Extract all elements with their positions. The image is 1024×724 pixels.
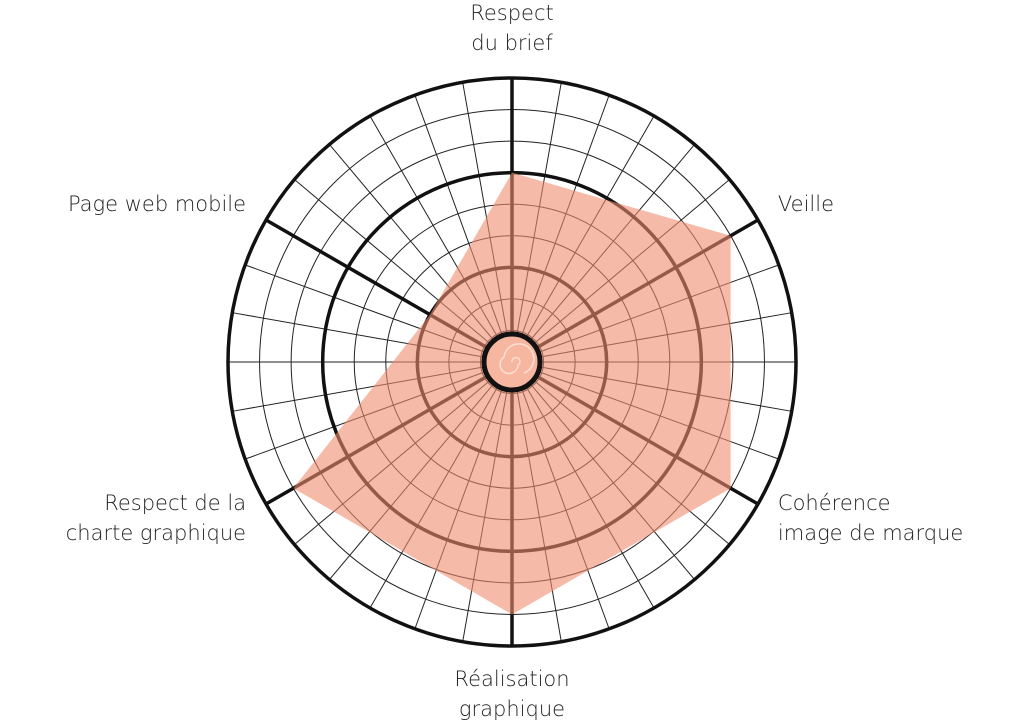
axis-label: Réalisation bbox=[454, 667, 569, 691]
axis-label: charte graphique bbox=[66, 521, 246, 545]
axis-label: Veille bbox=[778, 192, 834, 216]
hub-spiral bbox=[499, 343, 535, 375]
axis-label: Respect de la bbox=[104, 491, 246, 515]
axis-label: Page web mobile bbox=[68, 192, 246, 216]
axis-label: du brief bbox=[471, 31, 553, 55]
axis-label: image de marque bbox=[778, 521, 963, 545]
axis-label: Respect bbox=[470, 1, 554, 25]
axis-label: Cohérence bbox=[778, 491, 891, 515]
data-area bbox=[293, 172, 731, 615]
axis-label: graphique bbox=[459, 697, 565, 721]
